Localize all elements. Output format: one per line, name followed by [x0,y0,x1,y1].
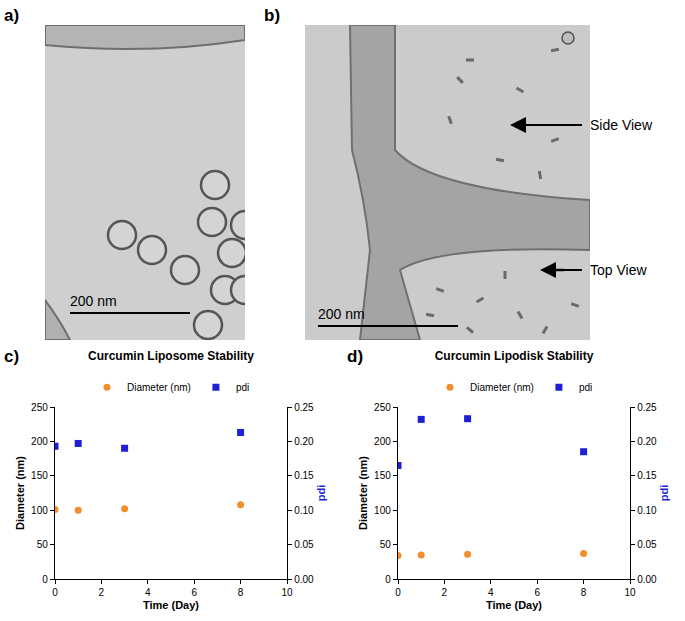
svg-text:2: 2 [442,587,448,598]
svg-text:Diameter (nm): Diameter (nm) [357,456,369,530]
svg-text:0.05: 0.05 [294,539,314,550]
svg-text:0.05: 0.05 [637,539,657,550]
svg-text:0.20: 0.20 [637,436,657,447]
svg-text:pdi: pdi [579,382,592,393]
svg-text:50: 50 [37,539,49,550]
svg-text:200 nm: 200 nm [318,306,365,322]
html-text:b): b) [264,6,280,25]
svg-text:pdi: pdi [315,485,327,502]
svg-text:10: 10 [624,587,636,598]
svg-text:4: 4 [145,587,151,598]
svg-text:Time (Day): Time (Day) [143,599,199,611]
svg-text:0: 0 [42,574,48,585]
html-text:d): d) [347,347,363,366]
svg-text:0.10: 0.10 [637,505,657,516]
svg-text:200: 200 [31,436,48,447]
html-text:a): a) [4,6,20,25]
svg-text:0: 0 [385,574,391,585]
svg-text:200: 200 [374,436,391,447]
svg-text:8: 8 [581,587,587,598]
svg-text:0.20: 0.20 [294,436,314,447]
svg-text:150: 150 [374,470,391,481]
svg-text:250: 250 [31,402,48,413]
svg-text:250: 250 [374,402,391,413]
svg-text:0.00: 0.00 [294,574,314,585]
svg-text:2: 2 [99,587,105,598]
svg-text:Top View: Top View [590,262,647,278]
svg-text:0: 0 [52,587,58,598]
svg-text:8: 8 [238,587,244,598]
html-text:c): c) [4,347,20,366]
svg-text:0.00: 0.00 [637,574,657,585]
svg-text:pdi: pdi [236,382,249,393]
svg-text:Curcumin Lipodisk Stability: Curcumin Lipodisk Stability [435,349,594,363]
svg-text:0.25: 0.25 [637,402,657,413]
svg-text:Side View: Side View [590,117,653,133]
svg-text:150: 150 [31,470,48,481]
svg-text:6: 6 [534,587,540,598]
svg-text:100: 100 [374,505,391,516]
svg-text:50: 50 [380,539,392,550]
svg-text:0.15: 0.15 [294,470,314,481]
svg-text:200 nm: 200 nm [70,293,117,309]
svg-text:0.25: 0.25 [294,402,314,413]
svg-text:4: 4 [488,587,494,598]
svg-text:6: 6 [191,587,197,598]
svg-text:10: 10 [281,587,293,598]
svg-text:Diameter (nm): Diameter (nm) [14,456,26,530]
svg-text:Time (Day): Time (Day) [486,599,542,611]
svg-text:Diameter (nm): Diameter (nm) [470,382,534,393]
svg-text:0.15: 0.15 [637,470,657,481]
svg-text:Curcumin Liposome Stability: Curcumin Liposome Stability [88,349,254,363]
svg-text:pdi: pdi [658,485,670,502]
svg-text:100: 100 [31,505,48,516]
svg-text:0: 0 [395,587,401,598]
svg-text:Diameter (nm): Diameter (nm) [127,382,191,393]
svg-text:0.10: 0.10 [294,505,314,516]
